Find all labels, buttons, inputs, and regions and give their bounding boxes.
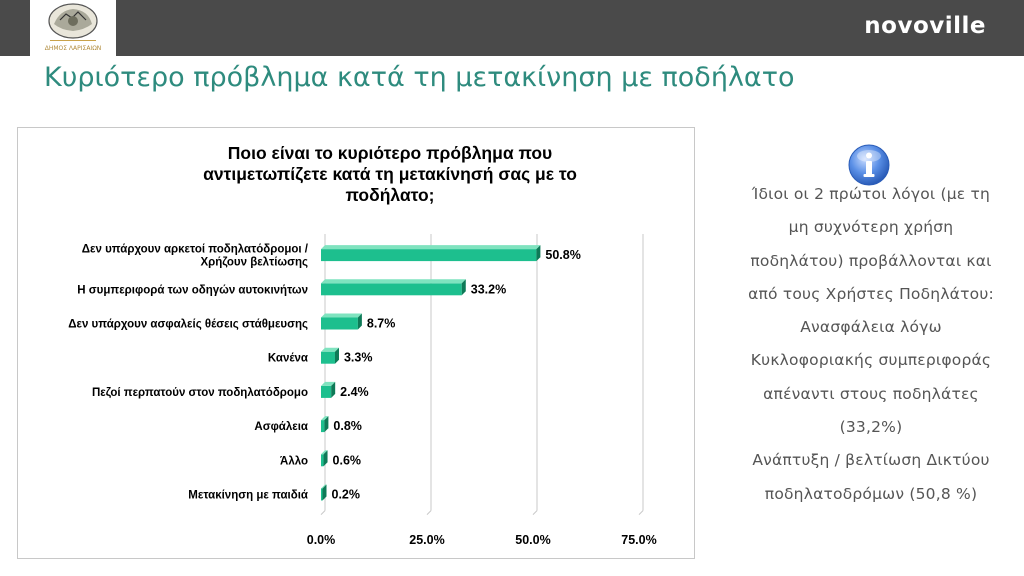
category-label: Πεζοί περπατούν στον ποδηλατόδρομο bbox=[92, 387, 308, 399]
info-line: ποδηλάτου) προβάλλονται και bbox=[750, 251, 992, 270]
bar bbox=[321, 420, 325, 433]
chart-title: Ποιο είναι το κυριότερο πρόβλημα που αντ… bbox=[130, 143, 650, 206]
bar-side bbox=[461, 279, 466, 296]
category-label: Δεν υπάρχουν ασφαλείς θέσεις στάθμευσης bbox=[68, 319, 308, 331]
info-line: απέναντι στους ποδηλάτες bbox=[763, 384, 979, 403]
info-line: από τους Χρήστες Ποδηλάτου: bbox=[748, 284, 994, 303]
info-text: Ίδιοι οι 2 πρώτοι λόγοι (με τη μη συχνότ… bbox=[716, 178, 1024, 511]
gridline-foot bbox=[532, 510, 538, 515]
bar-side bbox=[331, 381, 336, 398]
brand-logo: novoville bbox=[864, 13, 986, 39]
category-label: Κανένα bbox=[268, 353, 308, 365]
data-label: 50.8% bbox=[545, 248, 580, 262]
logo-text: ΔΗΜΟΣ ΛΑΡΙΣΑΙΩΝ bbox=[45, 45, 102, 52]
bar-top bbox=[321, 484, 327, 489]
bar bbox=[321, 454, 324, 467]
data-label: 8.7% bbox=[367, 317, 396, 331]
x-tick-label: 50.0% bbox=[515, 533, 550, 547]
x-tick-label: 75.0% bbox=[621, 533, 656, 547]
bar bbox=[321, 385, 332, 398]
chart-title-line: αντιμετωπίζετε κατά τη μετακίνησή σας με… bbox=[203, 164, 577, 184]
data-label: 0.6% bbox=[333, 453, 362, 467]
top-bar: ΔΗΜΟΣ ΛΑΡΙΣΑΙΩΝ novoville bbox=[0, 0, 1024, 56]
info-line: ποδηλατοδρόμων (50,8 %) bbox=[764, 484, 978, 503]
page-title: Κυριότερο πρόβλημα κατά τη μετακίνηση με… bbox=[44, 62, 795, 93]
x-tick-label: 25.0% bbox=[409, 533, 444, 547]
info-icon bbox=[848, 144, 890, 186]
info-line: Ανάπτυξη / βελτίωση Δικτύου bbox=[752, 451, 990, 470]
info-line: μη συχνότερη χρήση bbox=[788, 218, 954, 237]
category-label: Χρήζουν βελτίωσης bbox=[200, 257, 308, 269]
bar-top bbox=[321, 313, 362, 318]
bar bbox=[321, 351, 335, 364]
category-label: Άλλο bbox=[280, 455, 308, 467]
category-label: Μετακίνηση με παιδιά bbox=[188, 490, 308, 502]
gridline-foot bbox=[638, 510, 644, 515]
info-line: Ίδιοι οι 2 πρώτοι λόγοι (με τη bbox=[751, 185, 991, 203]
info-line: Ανασφάλεια λόγω bbox=[800, 318, 942, 337]
chart-title-line: ποδήλατο; bbox=[345, 185, 435, 205]
data-label: 2.4% bbox=[340, 385, 369, 399]
bar-top bbox=[321, 245, 541, 250]
data-label: 3.3% bbox=[344, 351, 373, 365]
bar-top bbox=[321, 381, 336, 386]
bar-side bbox=[322, 484, 327, 501]
bar-top bbox=[321, 416, 329, 421]
bar-top bbox=[321, 347, 339, 352]
bar bbox=[321, 488, 323, 501]
data-label: 33.2% bbox=[471, 282, 506, 296]
category-label: Ασφάλεια bbox=[254, 421, 308, 433]
bar bbox=[321, 249, 537, 262]
chart-title-line: Ποιο είναι το κυριότερο πρόβλημα που bbox=[227, 143, 553, 163]
gridline-foot bbox=[426, 510, 432, 515]
gridline-foot bbox=[320, 510, 326, 515]
bar-side bbox=[357, 313, 362, 330]
bar-top bbox=[321, 450, 328, 455]
bar-side bbox=[334, 347, 339, 364]
data-label: 0.2% bbox=[332, 488, 361, 502]
municipality-logo: ΔΗΜΟΣ ΛΑΡΙΣΑΙΩΝ bbox=[30, 0, 116, 56]
info-line: Κυκλοφοριακής συμπεριφοράς bbox=[750, 351, 992, 370]
bar-side bbox=[324, 416, 329, 433]
bar-side bbox=[536, 245, 541, 262]
bar bbox=[321, 283, 462, 296]
data-label: 0.8% bbox=[333, 419, 362, 433]
chart-panel: Ποιο είναι το κυριότερο πρόβλημα που αντ… bbox=[17, 127, 695, 559]
bar bbox=[321, 317, 358, 330]
x-tick-label: 0.0% bbox=[307, 533, 336, 547]
bar-side bbox=[323, 450, 328, 467]
category-label: Η συμπεριφορά των οδηγών αυτοκινήτων bbox=[77, 284, 308, 296]
category-label: Δεν υπάρχουν αρκετοί ποδηλατόδρομοι / bbox=[82, 244, 309, 256]
bar-chart: 0.0% 25.0% 50.0% 75.0% 50.8% Δεν υπάρχουν αρκ… bbox=[68, 234, 657, 547]
info-line: (33,2%) bbox=[839, 418, 903, 437]
bar-top bbox=[321, 279, 466, 284]
